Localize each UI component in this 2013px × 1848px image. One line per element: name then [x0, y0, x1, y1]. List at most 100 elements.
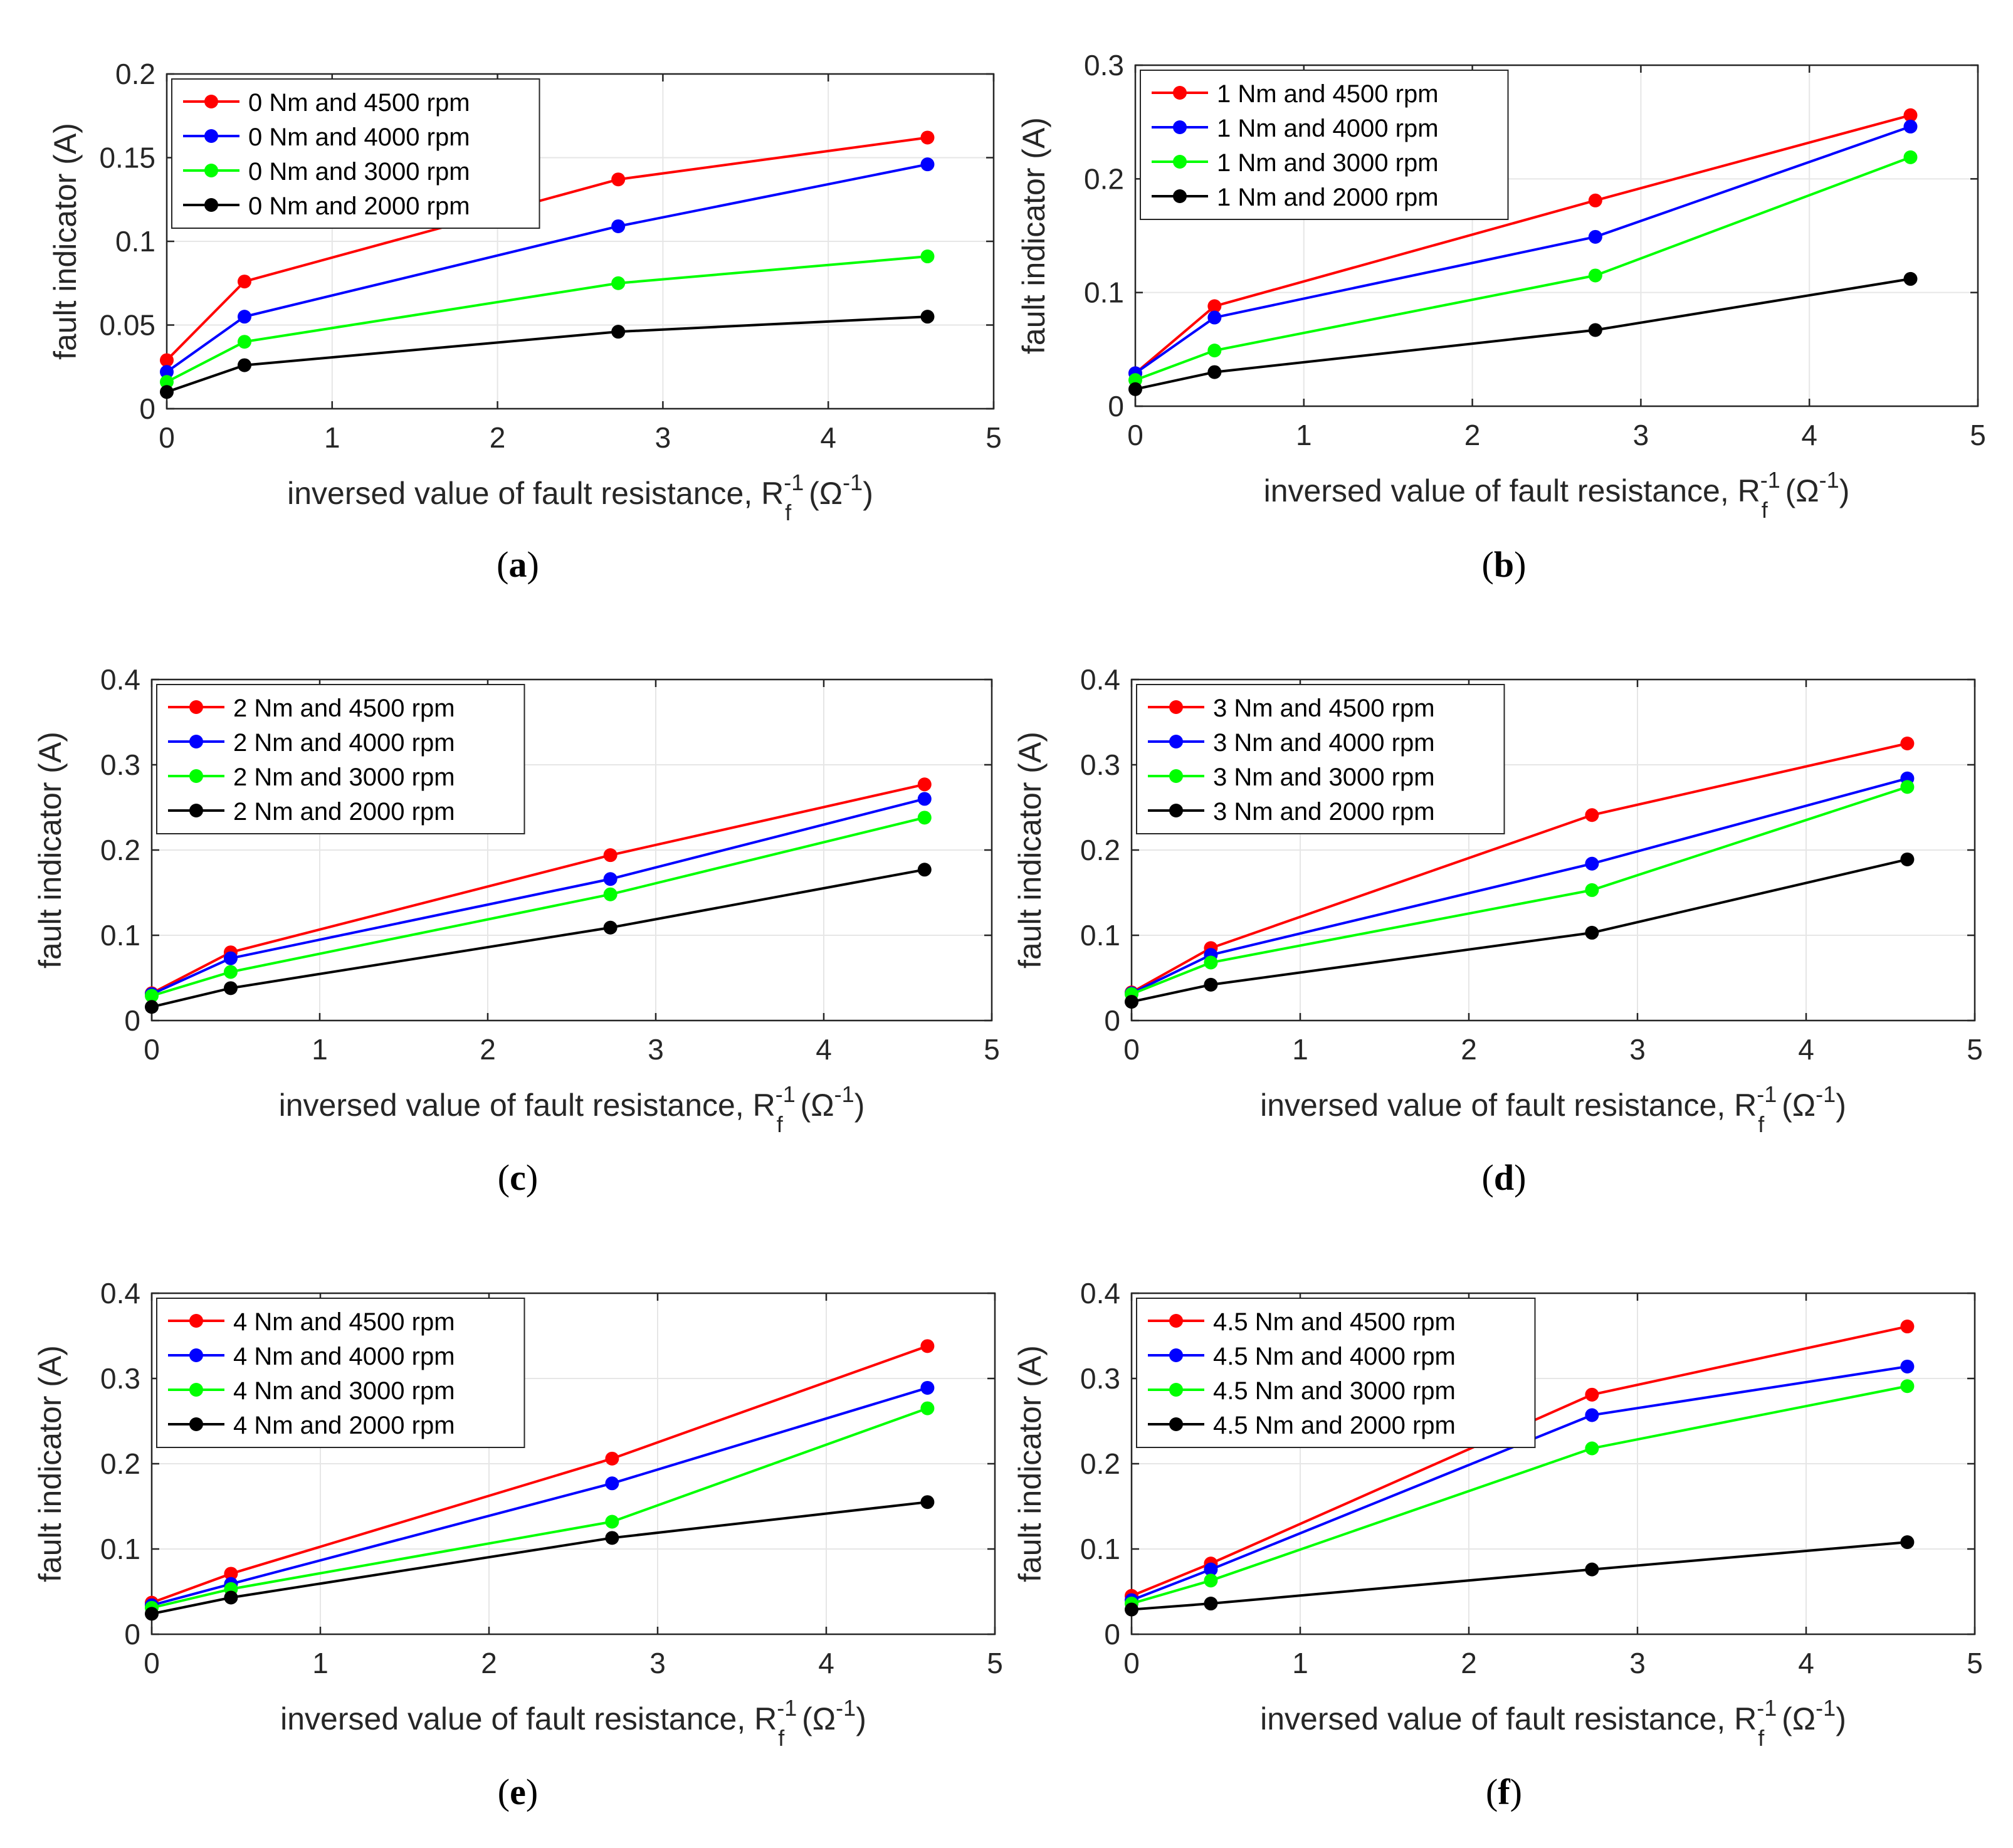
data-point [1588, 323, 1602, 337]
series-4 [1128, 271, 1918, 396]
data-point [1585, 1562, 1599, 1577]
data-point [1900, 1535, 1915, 1550]
x-axis-label-sup: -1 [775, 1081, 796, 1107]
series-line [1131, 777, 1908, 995]
x-axis-label-text: inversed value of fault resistance, R [1264, 473, 1760, 508]
y-tick-label: 0.4 [1080, 663, 1120, 696]
x-axis-label-text: inversed value of fault resistance, R [1260, 1088, 1757, 1123]
x-tick-label: 4 [816, 1033, 832, 1066]
data-point [145, 1000, 159, 1014]
data-point [917, 777, 932, 792]
series-line [1135, 156, 1911, 382]
caption-letter: b [1494, 544, 1514, 585]
data-point [160, 375, 174, 389]
legend-swatch-marker [1169, 804, 1183, 817]
legend-box [1140, 70, 1509, 220]
series-line [151, 783, 925, 995]
legend-label: 2 Nm and 3000 rpm [233, 764, 455, 791]
y-tick-label: 0.1 [115, 225, 155, 258]
series-line [1134, 113, 1911, 374]
legend-item: 2 Nm and 4500 rpm [168, 695, 455, 722]
x-tick-label: 0 [1127, 419, 1143, 451]
series-line [151, 868, 925, 1009]
legend-swatch-marker [1173, 189, 1187, 203]
data-point [605, 1476, 619, 1491]
data-point [917, 792, 932, 806]
legend-swatch-marker [204, 95, 218, 108]
x-tick-label: 2 [1461, 1647, 1477, 1679]
panel-caption: (c) [498, 1157, 538, 1198]
x-axis-label-unit: (Ω [1773, 1701, 1816, 1736]
data-point [145, 989, 159, 1003]
data-point [237, 275, 251, 289]
data-point [1903, 108, 1918, 122]
x-axis-label: inversed value of fault resistance, R-1 f… [287, 470, 873, 525]
series-line [151, 1407, 928, 1609]
y-axis-label: fault indicator (A) [48, 123, 83, 360]
x-tick-label: 0 [1123, 1033, 1140, 1066]
x-axis-label-unit: (Ω [792, 1088, 834, 1123]
series-line [166, 136, 928, 361]
x-axis-label-sub: f [777, 1111, 784, 1137]
y-tick-label: 0.3 [1084, 49, 1124, 81]
series-line [1135, 277, 1911, 391]
data-point [920, 1495, 935, 1509]
data-point [1900, 852, 1915, 866]
panel-caption: (a) [497, 544, 539, 585]
series-line [1131, 1541, 1908, 1611]
legend-swatch-marker [1169, 769, 1183, 783]
data-point [224, 1590, 238, 1605]
data-point [145, 1607, 159, 1621]
series-line [166, 255, 928, 384]
legend-swatch-marker [1173, 155, 1187, 169]
data-point [1900, 737, 1915, 750]
legend-label: 4 Nm and 4000 rpm [233, 1343, 455, 1370]
x-axis-label-unit-sup: -1 [1819, 467, 1839, 493]
y-tick-label: 0.2 [1084, 162, 1124, 195]
data-point [160, 385, 174, 399]
data-point [920, 157, 935, 172]
x-axis-label-unit-close: ) [854, 1088, 865, 1123]
legend-swatch-marker [1169, 735, 1183, 748]
data-point [603, 848, 618, 863]
data-point [1204, 1562, 1218, 1577]
legend-item: 3 Nm and 4500 rpm [1148, 695, 1435, 722]
x-tick-label: 1 [312, 1033, 328, 1066]
legend: 4 Nm and 4500 rpm 4 Nm and 4000 rpm 4 Nm a… [156, 1298, 525, 1448]
panel-caption: (d) [1482, 1157, 1527, 1198]
legend-box [156, 1298, 525, 1448]
legend-label: 2 Nm and 2000 rpm [233, 798, 455, 826]
data-point [223, 951, 238, 965]
legend-swatch-marker [189, 700, 203, 714]
legend-item: 4.5 Nm and 2000 rpm [1148, 1412, 1456, 1439]
data-point [1585, 1441, 1599, 1456]
x-axis-label-unit-close: ) [863, 476, 873, 511]
series-3 [1128, 150, 1918, 387]
x-tick-label: 1 [312, 1647, 328, 1679]
legend-swatch-marker [1169, 1417, 1183, 1431]
x-tick-label: 4 [1801, 419, 1817, 451]
x-tick-label: 2 [481, 1647, 497, 1679]
caption-letter: a [509, 544, 527, 585]
y-tick-label: 0.1 [1084, 276, 1124, 309]
legend-label: 0 Nm and 2000 rpm [248, 192, 470, 220]
series-line [1131, 1365, 1908, 1602]
x-axis-label-sup: -1 [1757, 1695, 1777, 1721]
data-point [237, 358, 251, 372]
caption-close-paren: ) [526, 1157, 538, 1198]
x-axis-label-sub: f [1758, 1111, 1765, 1137]
y-tick-label: 0 [1104, 1618, 1120, 1651]
y-tick-label: 0 [1108, 390, 1124, 423]
caption-close-paren: ) [1514, 544, 1526, 585]
data-point [603, 887, 618, 901]
legend-item: 2 Nm and 2000 rpm [168, 798, 455, 826]
legend-item: 4 Nm and 4500 rpm [168, 1308, 455, 1336]
legend-label: 1 Nm and 3000 rpm [1217, 149, 1439, 177]
data-point [1585, 883, 1599, 897]
y-tick-label: 0.3 [100, 748, 140, 781]
legend: 1 Nm and 4500 rpm 1 Nm and 4000 rpm 1 Nm a… [1140, 70, 1509, 220]
data-point [1900, 1359, 1915, 1373]
y-axis-label: fault indicator (A) [1012, 1345, 1048, 1582]
caption-letter: d [1494, 1157, 1514, 1198]
data-point [920, 310, 935, 324]
